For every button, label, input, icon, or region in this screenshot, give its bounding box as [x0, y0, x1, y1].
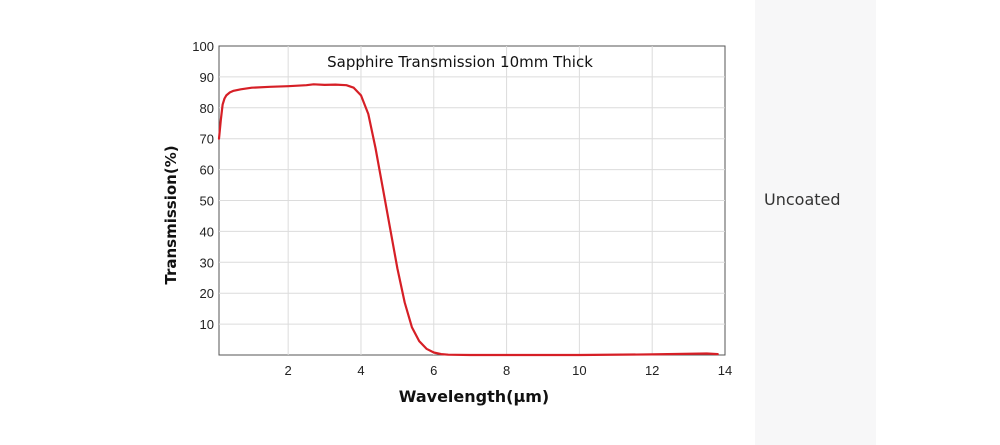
y-tick-label: 20 [200, 286, 214, 301]
x-tick-label: 2 [285, 363, 292, 378]
y-tick-label: 30 [200, 255, 214, 270]
x-tick-label: 12 [645, 363, 659, 378]
y-tick-label: 50 [200, 194, 214, 209]
y-tick-label: 100 [192, 39, 214, 54]
y-tick-label: 70 [200, 132, 214, 147]
y-tick-label: 90 [200, 70, 214, 85]
series-line [217, 83, 719, 357]
x-tick-label: 4 [357, 363, 364, 378]
y-axis-label: Transmission(%) [162, 145, 180, 284]
x-tick-label: 14 [718, 363, 732, 378]
x-tick-label: 8 [503, 363, 510, 378]
y-tick-label: 10 [200, 317, 214, 332]
x-axis-label: Wavelength(μm) [399, 387, 549, 406]
y-tick-labels: 10 20 30 40 50 60 70 80 90 100 [192, 39, 214, 332]
y-tick-label: 60 [200, 163, 214, 178]
coating-label: Uncoated [764, 190, 841, 209]
grid-lines [219, 46, 725, 355]
chart-title: Sapphire Transmission 10mm Thick [327, 53, 593, 71]
x-tick-label: 10 [572, 363, 586, 378]
x-tick-label: 6 [430, 363, 437, 378]
y-tick-label: 80 [200, 101, 214, 116]
x-tick-labels: 2 4 6 8 10 12 14 [285, 363, 733, 378]
y-tick-label: 40 [200, 224, 214, 239]
